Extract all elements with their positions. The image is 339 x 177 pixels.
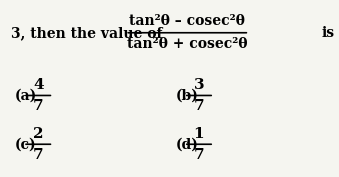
Text: (c): (c) xyxy=(15,137,36,151)
Text: is: is xyxy=(321,26,334,40)
Text: tan²θ + cosec²θ: tan²θ + cosec²θ xyxy=(127,37,247,51)
Text: 7: 7 xyxy=(194,148,204,162)
Text: (d): (d) xyxy=(176,137,198,151)
Text: 7: 7 xyxy=(33,99,43,113)
Text: (b): (b) xyxy=(176,88,198,102)
Text: tan²θ – cosec²θ: tan²θ – cosec²θ xyxy=(129,14,245,28)
Text: 2: 2 xyxy=(33,127,43,141)
Text: 7: 7 xyxy=(194,99,204,113)
Text: 3: 3 xyxy=(194,78,204,92)
Text: 3, then the value of: 3, then the value of xyxy=(12,26,163,40)
Text: (a): (a) xyxy=(15,88,37,102)
Text: 7: 7 xyxy=(33,148,43,162)
Text: 1: 1 xyxy=(194,127,204,141)
Text: 4: 4 xyxy=(33,78,43,92)
